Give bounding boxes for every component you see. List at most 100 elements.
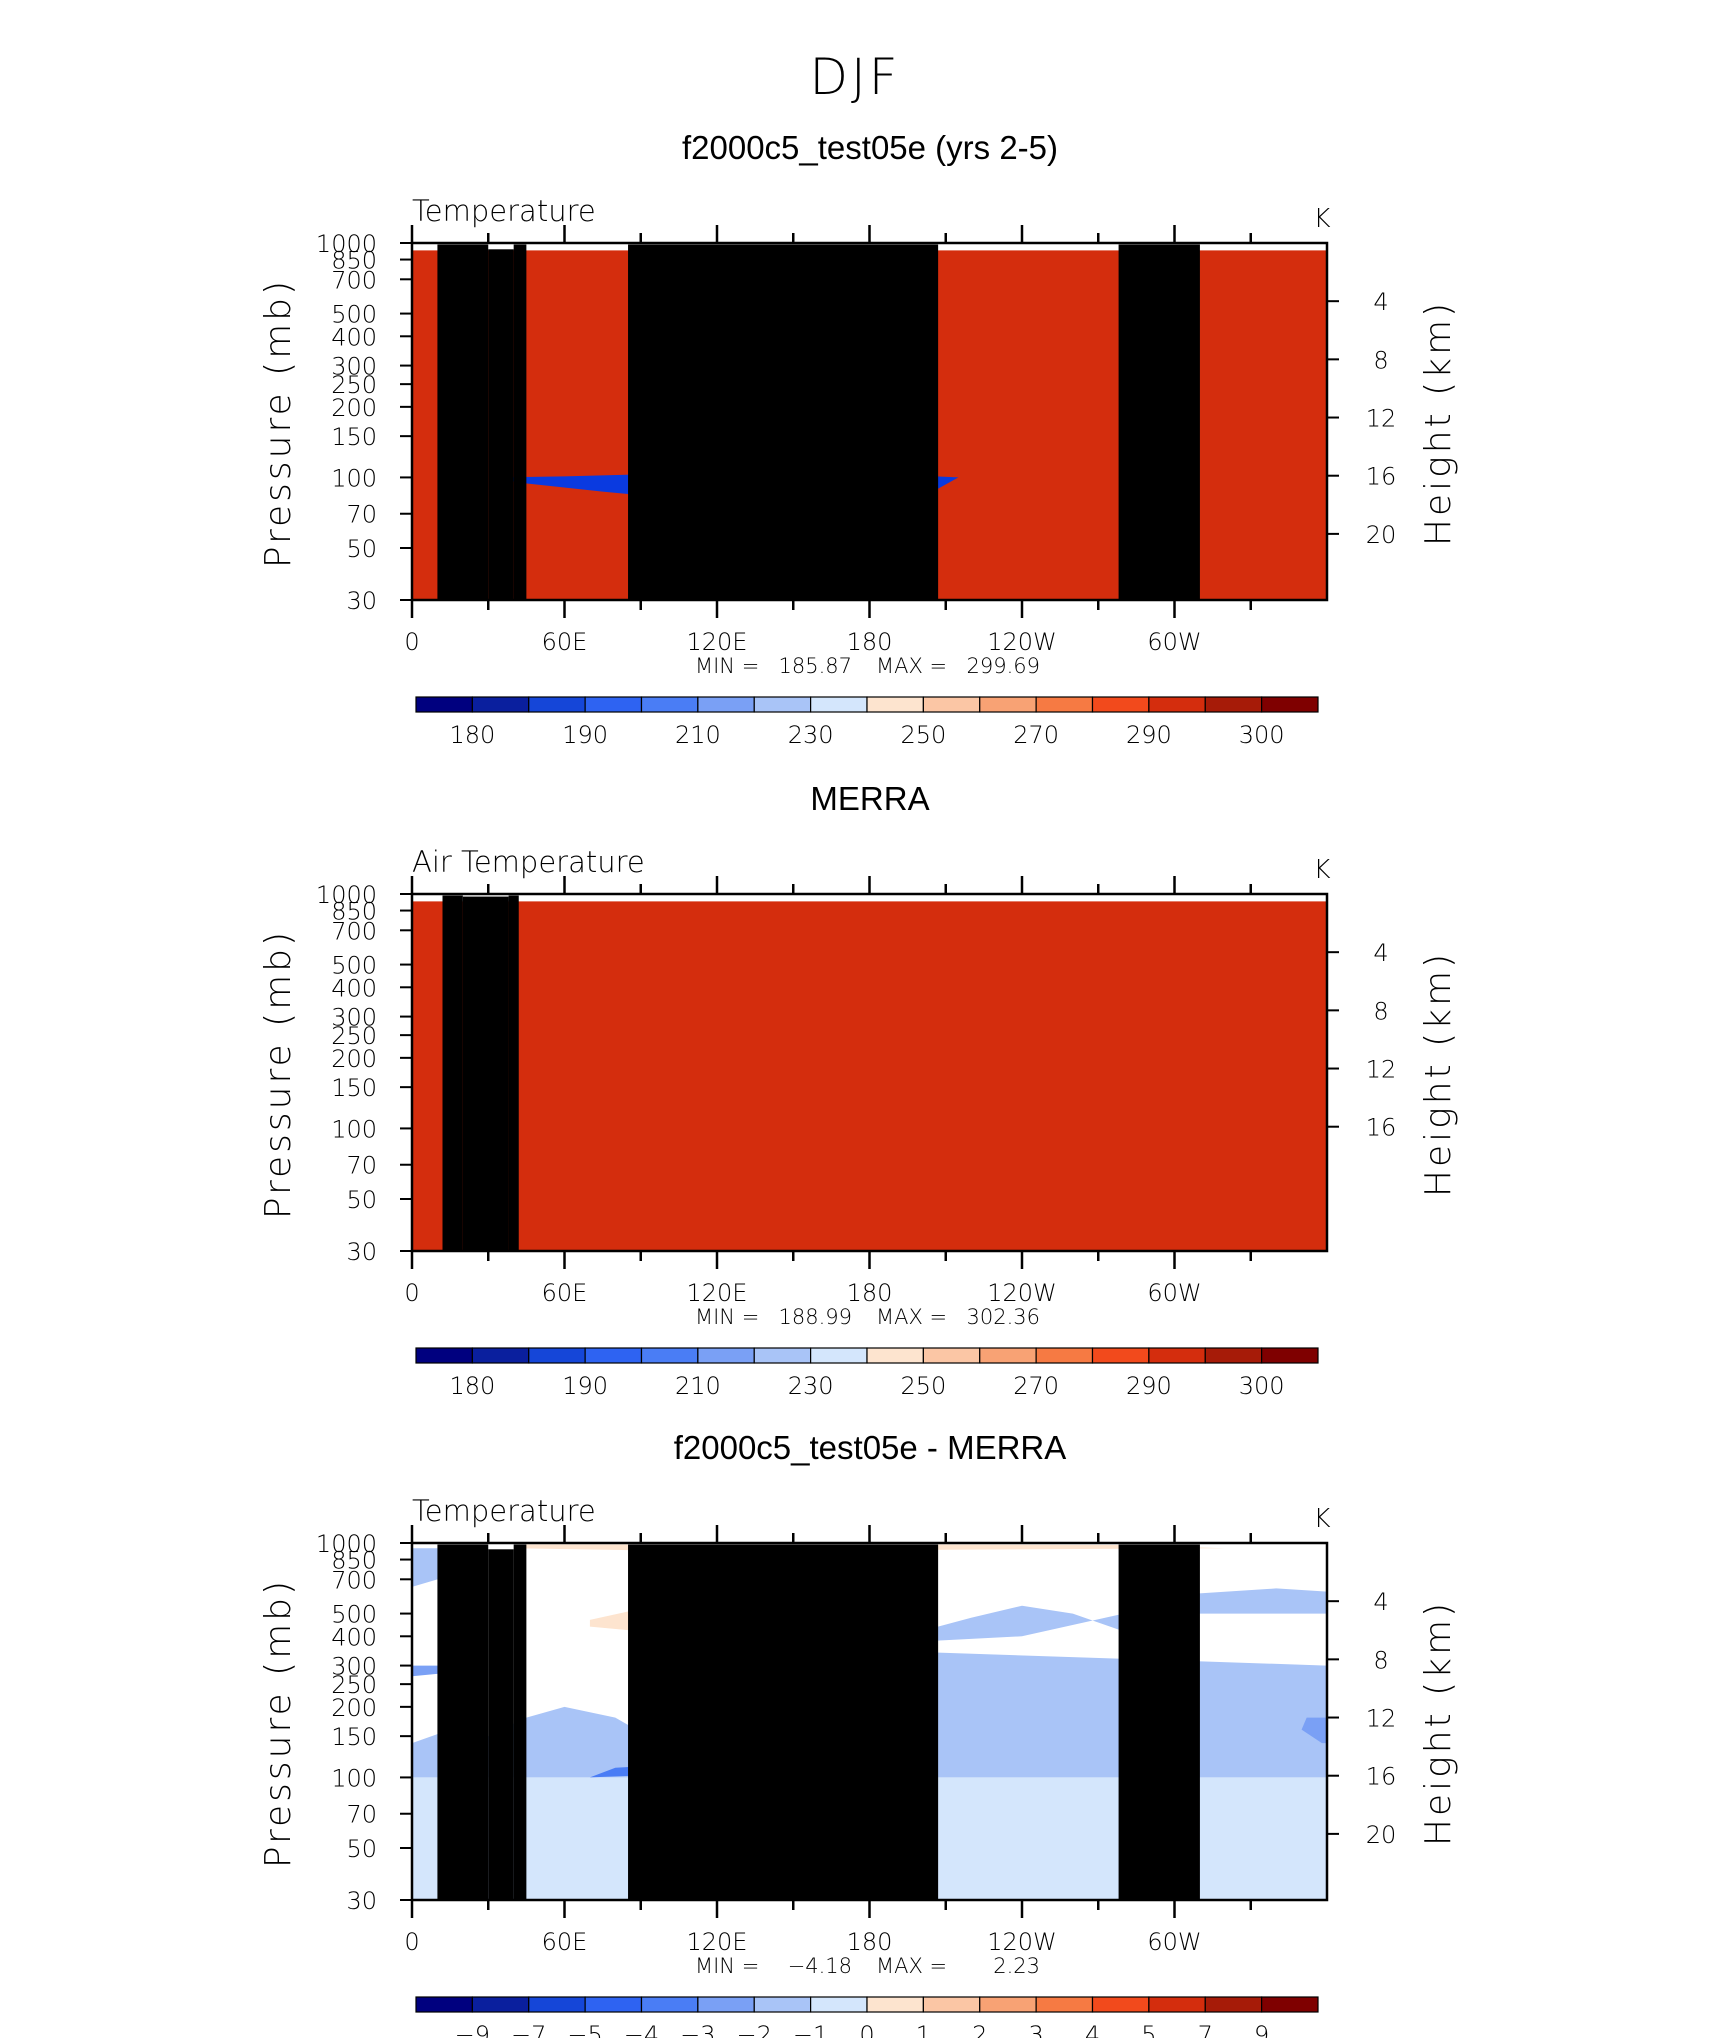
colorbar-swatch <box>471 696 530 713</box>
max-label: MAX = <box>876 1954 947 1978</box>
colorbar-swatch <box>1204 1347 1263 1364</box>
colorbar-label: 300 <box>1239 1372 1285 1400</box>
colorbar-swatch <box>697 1347 755 1364</box>
colorbar-label: 250 <box>900 721 946 749</box>
colorbar-swatch <box>922 1996 981 2013</box>
min-label: MIN = <box>695 1305 759 1329</box>
colorbar-swatch <box>640 1347 699 1364</box>
colorbar-swatch <box>979 1996 1037 2013</box>
colorbar-swatch <box>866 696 924 713</box>
right-axis-title: Height (km) <box>1418 1600 1459 1846</box>
pressure-tick-label: 500 <box>331 952 377 980</box>
chart-panel-1: f2000c5_test05e (yrs 2-5) Temperature K 30 5… <box>258 129 1459 749</box>
topography-mask <box>628 1544 939 1900</box>
colorbar-swatch <box>810 696 868 713</box>
colorbar-label: 270 <box>1013 721 1059 749</box>
height-tick-label: 8 <box>1373 997 1388 1025</box>
contour-band <box>412 901 1327 1251</box>
colorbar-swatch <box>1091 696 1150 713</box>
longitude-tick-label: 180 <box>847 1928 893 1956</box>
pressure-tick-label: 150 <box>331 423 377 451</box>
colorbar-swatch <box>1261 1347 1319 1364</box>
units-label: K <box>1313 1504 1330 1534</box>
colorbar-swatch <box>979 1347 1037 1364</box>
height-tick-label: 12 <box>1366 1705 1397 1733</box>
colorbar-label: 190 <box>562 721 608 749</box>
colorbar-label: −9 <box>455 2021 490 2038</box>
max-value: 299.69 <box>967 654 1040 678</box>
colorbar-swatch <box>1091 1996 1150 2013</box>
contour-field <box>412 244 1327 600</box>
pressure-tick-label: 250 <box>331 1671 377 1699</box>
pressure-tick-label: 300 <box>331 353 377 381</box>
colorbar-label: −2 <box>737 2021 772 2038</box>
pressure-tick-label: 850 <box>331 247 377 275</box>
longitude-tick-label: 0 <box>404 1279 419 1307</box>
colorbar-label: 210 <box>675 721 721 749</box>
colorbar-swatch <box>753 1347 812 1364</box>
topography-mask <box>628 244 939 600</box>
topography-mask <box>462 896 509 1251</box>
topography-mask <box>442 895 463 1251</box>
colorbar-swatch <box>810 1347 868 1364</box>
longitude-tick-label: 0 <box>404 1928 419 1956</box>
topography-mask <box>1118 244 1200 600</box>
height-tick-label: 16 <box>1366 1763 1397 1791</box>
colorbar-swatch <box>753 1996 812 2013</box>
colorbar-label: 180 <box>449 1372 495 1400</box>
colorbar-swatch <box>584 696 643 713</box>
pressure-tick-label: 1000 <box>316 1530 377 1558</box>
pressure-tick-label: 50 <box>346 1835 377 1863</box>
pressure-tick-label: 300 <box>331 1653 377 1681</box>
min-value: 185.87 <box>779 654 852 678</box>
colorbar-swatch <box>471 1996 530 2013</box>
colorbar-label: 270 <box>1013 1372 1059 1400</box>
colorbar-swatch <box>1204 1996 1263 2013</box>
longitude-tick-label: 60E <box>542 1928 588 1956</box>
min-label: MIN = <box>695 1954 759 1978</box>
colorbar-label: 250 <box>900 1372 946 1400</box>
colorbar-swatch <box>1035 696 1094 713</box>
colorbar-label: 230 <box>788 721 834 749</box>
topography-mask <box>1118 1544 1200 1900</box>
colorbar-swatch <box>1035 1347 1094 1364</box>
height-tick-label: 8 <box>1373 1646 1388 1674</box>
colorbar-label: 9 <box>1254 2021 1269 2038</box>
height-tick-label: 20 <box>1366 1821 1397 1849</box>
colorbar-label: 4 <box>1085 2021 1100 2038</box>
pressure-tick-label: 1000 <box>316 230 377 258</box>
pressure-tick-label: 400 <box>331 1623 377 1651</box>
topography-mask <box>508 895 519 1251</box>
panel-title: f2000c5_test05e (yrs 2-5) <box>682 129 1058 166</box>
min-value: 188.99 <box>779 1305 852 1329</box>
colorbar-swatch <box>584 1996 643 2013</box>
colorbar-swatch <box>528 1347 586 1364</box>
max-value: 2.23 <box>993 1954 1040 1978</box>
colorbar-label: 290 <box>1126 1372 1172 1400</box>
max-label: MAX = <box>876 1305 947 1329</box>
colorbar-label: 7 <box>1198 2021 1213 2038</box>
colorbar-label: 210 <box>675 1372 721 1400</box>
colorbar-swatch <box>528 1996 586 2013</box>
longitude-tick-label: 180 <box>847 628 893 656</box>
contour-region <box>1301 1717 1327 1744</box>
colorbar-swatch <box>1204 696 1263 713</box>
colorbar-swatch <box>640 696 699 713</box>
pressure-tick-label: 150 <box>331 1723 377 1751</box>
colorbar-label: 1 <box>916 2021 931 2038</box>
pressure-tick-label: 30 <box>346 1238 377 1266</box>
colorbar-swatch <box>415 1347 473 1364</box>
left-axis-title: Pressure (mb) <box>258 278 299 568</box>
pressure-tick-label: 850 <box>331 898 377 926</box>
colorbar-label: −1 <box>793 2021 828 2038</box>
colorbar-swatch <box>640 1996 699 2013</box>
colorbar-swatch <box>415 696 473 713</box>
colorbar-swatch <box>471 1347 530 1364</box>
colorbar-swatch <box>1148 1996 1206 2013</box>
colorbar-label: 3 <box>1028 2021 1043 2038</box>
colorbar-label: −4 <box>624 2021 659 2038</box>
colorbar-swatch <box>1035 1996 1094 2013</box>
